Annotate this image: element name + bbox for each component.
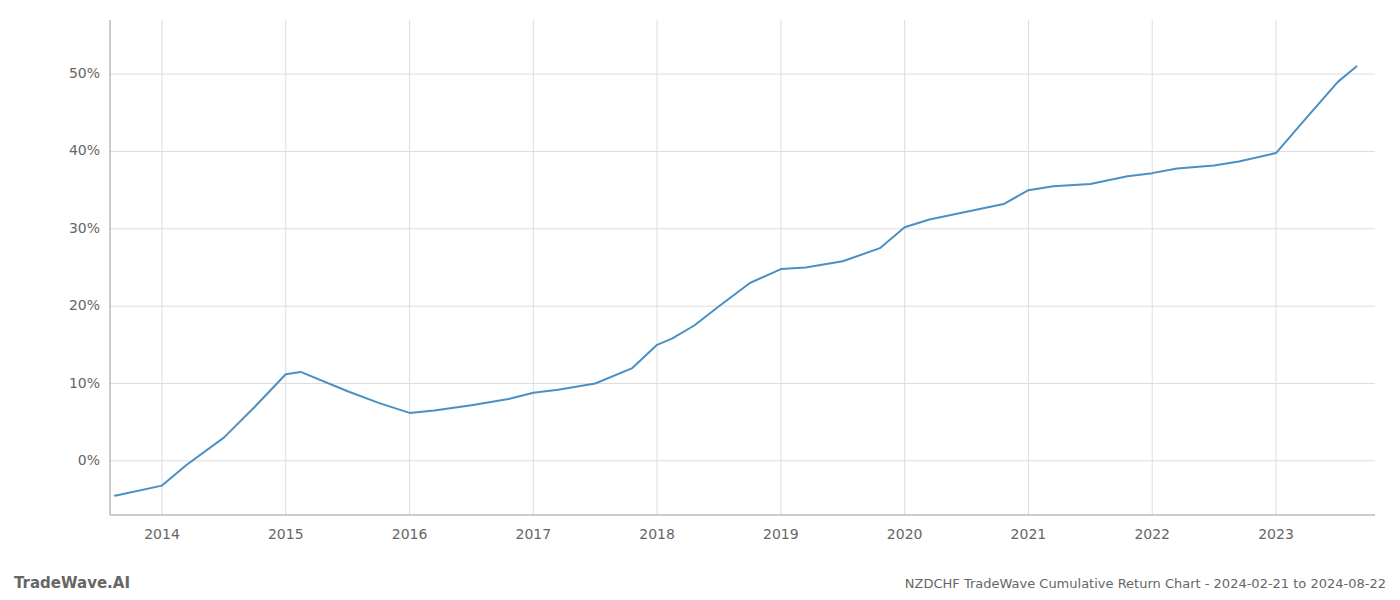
x-grid-line <box>657 20 658 515</box>
x-tick-label: 2022 <box>1134 526 1170 542</box>
x-axis-line <box>110 515 1375 516</box>
axes <box>110 20 1375 515</box>
y-tick-label: 40% <box>69 142 100 158</box>
y-axis-line <box>110 20 111 515</box>
y-grid-line <box>110 460 1375 461</box>
x-grid-line <box>1152 20 1153 515</box>
y-grid-line <box>110 228 1375 229</box>
y-tick-label: 30% <box>69 220 100 236</box>
x-tick-label: 2018 <box>639 526 675 542</box>
x-grid-line <box>409 20 410 515</box>
x-tick-label: 2014 <box>144 526 180 542</box>
series-group <box>115 66 1356 495</box>
chart-svg: 0% 10% 20% 30% 40% 50% 2014 2015 2016 2017 2018 201… <box>0 0 1400 600</box>
x-tick-label: 2023 <box>1258 526 1294 542</box>
y-grid-line <box>110 151 1375 152</box>
x-tick-label: 2016 <box>392 526 428 542</box>
x-tick-label: 2017 <box>515 526 551 542</box>
x-grid-line <box>1028 20 1029 515</box>
x-tick-label: 2015 <box>268 526 304 542</box>
watermark: TradeWave.AI <box>14 574 130 592</box>
x-tick-label: 2021 <box>1011 526 1047 542</box>
x-grid-line <box>533 20 534 515</box>
y-grid-line <box>110 383 1375 384</box>
line <box>115 66 1356 495</box>
title: NZDCHF TradeWave Cumulative Return Chart… <box>905 576 1386 591</box>
x-grid-line <box>780 20 781 515</box>
tick-labels: 0% 10% 20% 30% 40% 50% 2014 2015 2016 2017 2018 201… <box>69 65 1294 542</box>
y-tick-label: 0% <box>78 452 100 468</box>
y-tick-label: 20% <box>69 297 100 313</box>
x-grid-line <box>904 20 905 515</box>
x-grid-line <box>161 20 162 515</box>
y-grid-line <box>110 74 1375 75</box>
x-grid-line <box>1275 20 1276 515</box>
x-tick-label: 2019 <box>763 526 799 542</box>
x-tick-label: 2020 <box>887 526 923 542</box>
x-grid-line <box>285 20 286 515</box>
chart-container: 0% 10% 20% 30% 40% 50% 2014 2015 2016 2017 2018 201… <box>0 0 1400 600</box>
y-tick-label: 50% <box>69 65 100 81</box>
y-tick-label: 10% <box>69 375 100 391</box>
y-grid-line <box>110 306 1375 307</box>
grid <box>110 20 1375 515</box>
